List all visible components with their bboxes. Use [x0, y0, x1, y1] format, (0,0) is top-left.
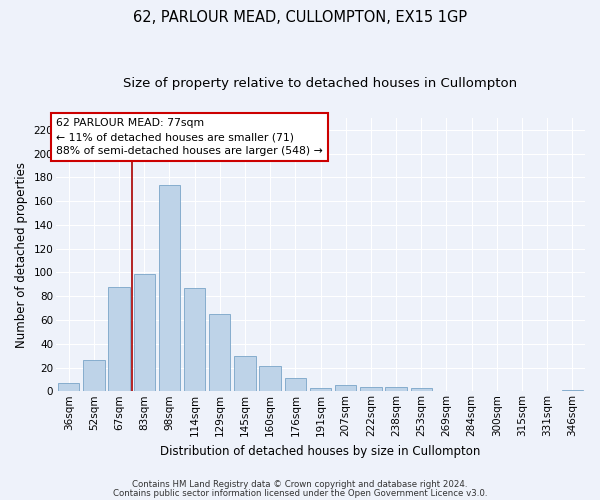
Text: Contains HM Land Registry data © Crown copyright and database right 2024.: Contains HM Land Registry data © Crown c… [132, 480, 468, 489]
Bar [562, 390, 583, 392]
Bar [360, 386, 382, 392]
Bar [335, 386, 356, 392]
Bar [134, 274, 155, 392]
X-axis label: Distribution of detached houses by size in Cullompton: Distribution of detached houses by size … [160, 444, 481, 458]
Bar [109, 286, 130, 392]
Bar [410, 388, 432, 392]
Bar [184, 288, 205, 392]
Bar [259, 366, 281, 392]
Bar [209, 314, 230, 392]
Bar [385, 386, 407, 392]
Text: Contains public sector information licensed under the Open Government Licence v3: Contains public sector information licen… [113, 489, 487, 498]
Bar [234, 356, 256, 392]
Bar [284, 378, 306, 392]
Bar [159, 184, 180, 392]
Y-axis label: Number of detached properties: Number of detached properties [15, 162, 28, 348]
Text: 62, PARLOUR MEAD, CULLOMPTON, EX15 1GP: 62, PARLOUR MEAD, CULLOMPTON, EX15 1GP [133, 10, 467, 25]
Text: 62 PARLOUR MEAD: 77sqm
← 11% of detached houses are smaller (71)
88% of semi-det: 62 PARLOUR MEAD: 77sqm ← 11% of detached… [56, 118, 323, 156]
Bar [83, 360, 104, 392]
Bar [58, 383, 79, 392]
Title: Size of property relative to detached houses in Cullompton: Size of property relative to detached ho… [124, 78, 518, 90]
Bar [310, 388, 331, 392]
